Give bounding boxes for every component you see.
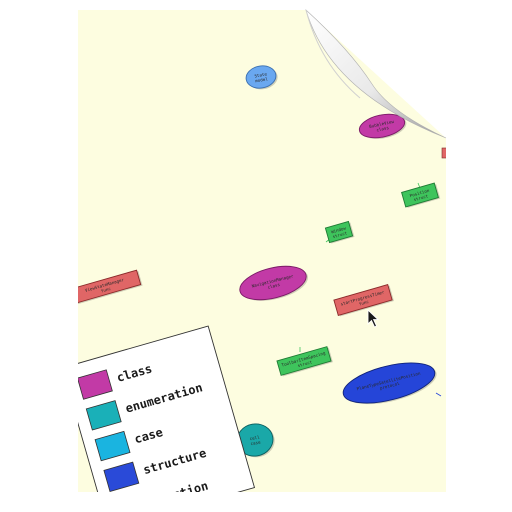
node-shape <box>276 346 332 376</box>
node-label: func <box>100 286 112 294</box>
diagram-node-partial <box>441 147 446 159</box>
node-label: class <box>267 282 281 290</box>
node-label: case <box>250 439 261 446</box>
node-label: struct <box>413 193 429 202</box>
edge <box>435 392 442 397</box>
node-label: struct <box>297 359 313 368</box>
function-swatch <box>113 493 148 512</box>
node-label: BubbleView <box>369 119 395 129</box>
node-shape <box>342 362 436 404</box>
node-shape <box>78 269 142 305</box>
node-shape <box>401 182 439 208</box>
node-label: State <box>254 71 268 78</box>
case-swatch <box>94 430 131 462</box>
node-label: func <box>358 299 370 307</box>
node-label: struct <box>332 230 348 239</box>
node-label: class <box>376 125 390 133</box>
node-label: protocol <box>379 381 400 391</box>
node-label: cell <box>249 435 260 442</box>
node-label: Window <box>330 225 346 234</box>
node-shape <box>324 220 354 244</box>
node-shape <box>358 113 406 139</box>
diagram-nodes: StatemodelBubbleViewclassPositionstructW… <box>78 65 441 458</box>
node-label: Position <box>409 188 430 198</box>
diagram-canvas: StatemodelBubbleViewclassPositionstructW… <box>78 65 446 512</box>
class-swatch <box>78 369 113 400</box>
node-shape <box>239 265 307 301</box>
enumeration-swatch <box>85 400 122 431</box>
node-shape <box>333 284 393 316</box>
structure-swatch <box>103 461 140 492</box>
node-label: model <box>255 76 269 83</box>
node-shape <box>245 65 277 89</box>
page-curl-icon <box>305 9 447 139</box>
cursor-arrow-icon <box>367 308 380 328</box>
